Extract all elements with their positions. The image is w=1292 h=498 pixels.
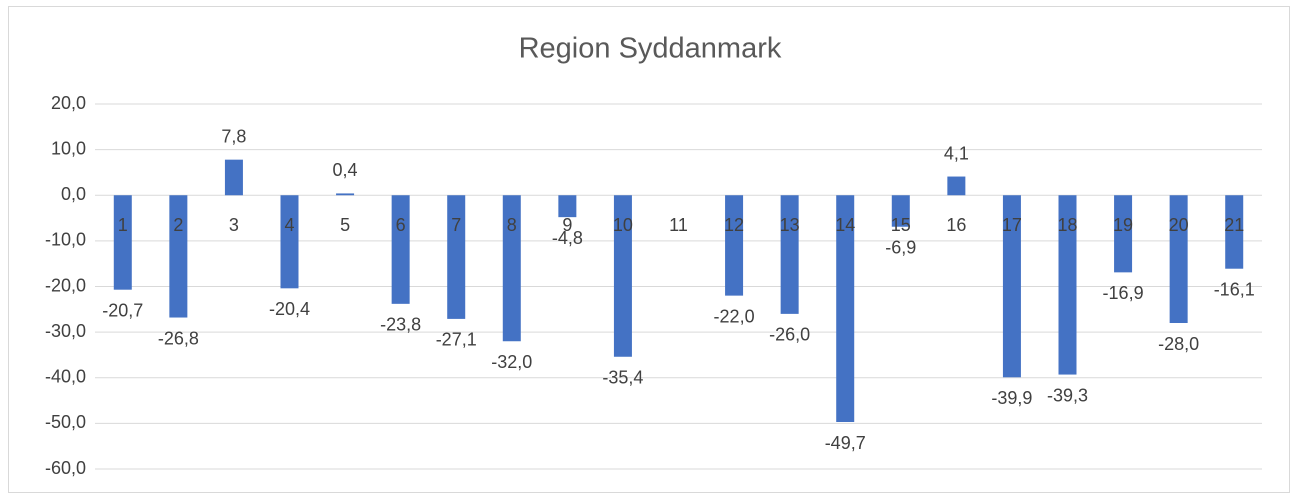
bar [502,195,521,342]
data-label: -6,9 [885,237,916,257]
x-tick-label: 12 [724,215,744,235]
y-tick-label: 0,0 [61,184,86,204]
bar [613,195,632,357]
x-tick-label: 13 [780,215,800,235]
bar [447,195,466,319]
data-label: -49,7 [825,433,866,453]
x-tick-label: 8 [507,215,517,235]
chart-border [8,6,1290,493]
x-tick-label: 3 [229,215,239,235]
data-label: -27,1 [436,330,477,350]
y-tick-label: -50,0 [45,412,86,432]
bar [891,195,910,227]
data-label: 0,4 [333,160,358,180]
x-tick-label: 2 [173,215,183,235]
x-tick-label: 7 [451,215,461,235]
data-label: -32,0 [491,352,532,372]
bar [391,195,410,304]
bar [1002,195,1021,378]
x-tick-label: 11 [669,215,688,235]
bar [280,195,299,289]
data-label: 4,1 [944,143,969,163]
x-tick-label: 4 [284,215,294,235]
x-tick-label: 15 [891,215,911,235]
x-tick-label: 5 [340,215,350,235]
bar [336,193,355,196]
y-tick-label: -20,0 [45,275,86,295]
bar [725,195,744,296]
y-tick-label: -40,0 [45,367,86,387]
data-label: -16,1 [1214,279,1255,299]
x-tick-label: 1 [118,215,128,235]
data-label: -35,4 [602,368,643,388]
data-label: -20,4 [269,299,310,319]
chart-title: Region Syddanmark [519,33,782,65]
x-tick-label: 19 [1113,215,1133,235]
x-tick-label: 21 [1224,215,1244,235]
data-label: -39,9 [991,388,1032,408]
y-tick-label: -60,0 [45,458,86,478]
x-tick-label: 14 [835,215,855,235]
bar [224,159,243,196]
x-tick-label: 10 [613,215,633,235]
bar [169,195,188,318]
x-tick-label: 18 [1057,215,1077,235]
bar [1169,195,1188,323]
x-tick-label: 9 [562,215,572,235]
bar [1058,195,1077,375]
bar [558,195,577,218]
y-tick-label: 20,0 [51,93,86,113]
y-tick-label: -10,0 [45,230,86,250]
x-tick-label: 6 [396,215,406,235]
y-tick-label: 10,0 [51,138,86,158]
data-label: -39,3 [1047,385,1088,405]
y-tick-label: -30,0 [45,321,86,341]
data-label: -26,0 [769,325,810,345]
data-label: 7,8 [221,126,246,146]
bar [1225,195,1244,269]
data-label: -4,8 [552,228,583,248]
bar [1114,195,1133,273]
x-tick-label: 17 [1002,215,1022,235]
x-tick-label: 20 [1169,215,1189,235]
data-label: -23,8 [380,315,421,335]
x-tick-label: 16 [946,215,966,235]
bar [836,195,855,423]
bar [947,176,966,196]
data-label: -16,9 [1103,283,1144,303]
data-label: -26,8 [158,328,199,348]
data-label: -20,7 [102,300,143,320]
data-label: -28,0 [1158,334,1199,354]
bar [780,195,799,314]
bar [113,195,132,290]
data-label: -22,0 [714,306,755,326]
